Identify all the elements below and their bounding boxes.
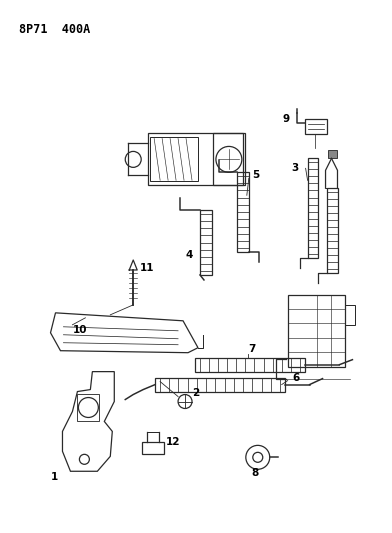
Text: 8: 8 [252,469,259,478]
Bar [78,393,99,422]
Bar [308,158,318,258]
Text: 7: 7 [248,344,255,354]
Text: 5: 5 [252,171,259,180]
Text: 6: 6 [293,373,300,383]
Text: 3: 3 [292,163,299,173]
Text: 8P71  400A: 8P71 400A [19,23,90,36]
Text: 12: 12 [166,438,181,447]
Text: 11: 11 [140,263,155,273]
Bar [327,188,339,273]
Bar [305,118,327,134]
Bar [345,305,356,325]
Bar [195,358,305,372]
Text: 4: 4 [185,250,192,260]
Bar [237,172,249,252]
Bar [200,210,212,275]
Bar [150,138,198,181]
Bar [213,133,245,185]
Bar [148,133,243,185]
Text: 1: 1 [51,472,58,482]
Bar [288,295,345,367]
Text: 2: 2 [192,387,199,398]
Text: 9: 9 [283,114,290,124]
Bar [142,442,164,454]
Text: 10: 10 [73,325,87,335]
Bar [155,377,285,392]
Bar [328,150,338,158]
